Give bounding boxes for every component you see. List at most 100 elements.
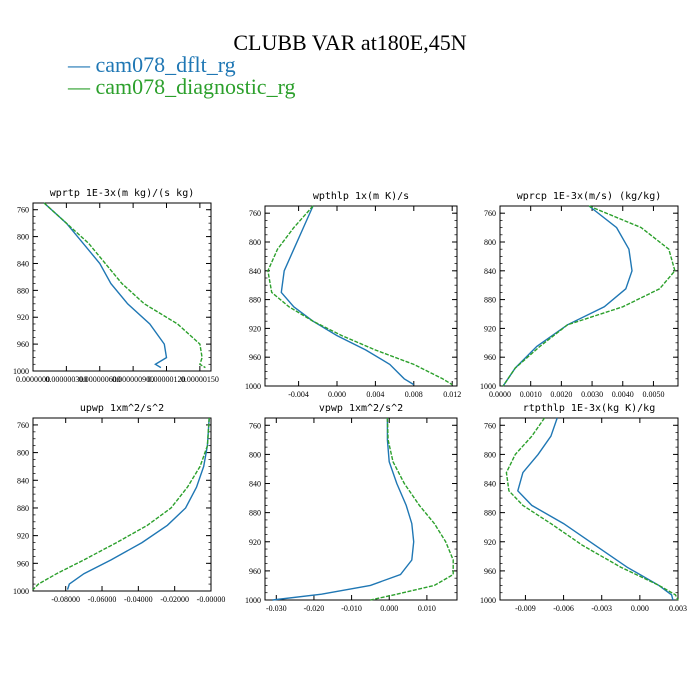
y-tick-label: 840 bbox=[17, 476, 29, 485]
x-tick-label: 0.010 bbox=[418, 604, 436, 613]
x-tick-label: 0.00000150 bbox=[181, 375, 219, 384]
x-tick-label: 0.000 bbox=[328, 390, 346, 399]
y-tick-label: 880 bbox=[249, 296, 261, 305]
series-line-diagnostic bbox=[370, 417, 454, 601]
x-tick-label: -0.020 bbox=[304, 604, 325, 613]
y-tick-label: 1000 bbox=[480, 596, 496, 605]
y-tick-label: 840 bbox=[249, 267, 261, 276]
x-tick-label: 0.0010 bbox=[520, 390, 542, 399]
panel-title: wprcp 1E-3x(m/s) (kg/kg) bbox=[517, 191, 662, 202]
y-tick-label: 880 bbox=[484, 509, 496, 518]
y-tick-label: 880 bbox=[249, 509, 261, 518]
x-tick-label: 0.0050 bbox=[642, 390, 664, 399]
y-tick-label: 800 bbox=[249, 238, 261, 247]
series-line-dflt bbox=[272, 418, 415, 601]
plot-frame bbox=[32, 417, 212, 592]
y-tick-label: 920 bbox=[484, 324, 496, 333]
y-tick-label: 800 bbox=[484, 238, 496, 247]
chart-panel-1: wpthlp 1x(m K)/s 760 800 840 880 920 960 1000 -0… bbox=[245, 191, 461, 399]
y-tick-label: 960 bbox=[249, 567, 261, 576]
y-tick-label: 800 bbox=[17, 233, 29, 242]
legend-item-diagnostic: — cam078_diagnostic_rg bbox=[68, 74, 296, 99]
y-tick-label: 760 bbox=[249, 421, 261, 430]
y-tick-label: 760 bbox=[249, 209, 261, 218]
x-tick-label: 0.000000300 bbox=[45, 375, 87, 384]
y-tick-label: 760 bbox=[484, 209, 496, 218]
y-tick-label: 1000 bbox=[480, 382, 496, 391]
legend-item-dflt: — cam078_dflt_rg bbox=[68, 52, 236, 77]
x-tick-label: 0.00000120 bbox=[148, 375, 186, 384]
x-tick-label: -0.04000 bbox=[124, 595, 153, 604]
chart-panel-4: vpwp 1xm^2/s^2 760 800 840 880 920 960 1000 -0.0… bbox=[245, 403, 458, 613]
panel-title: upwp 1xm^2/s^2 bbox=[80, 403, 164, 414]
y-tick-label: 840 bbox=[484, 267, 496, 276]
x-tick-label: 0.000 bbox=[380, 604, 398, 613]
y-tick-label: 920 bbox=[484, 538, 496, 547]
x-tick-label: -0.030 bbox=[266, 604, 287, 613]
y-tick-label: 840 bbox=[17, 259, 29, 268]
plot-frame bbox=[32, 202, 212, 372]
panel-title: wprtp 1E-3x(m kg)/(s kg) bbox=[50, 188, 195, 199]
plot-frame bbox=[499, 205, 679, 387]
x-tick-label: -0.06000 bbox=[88, 595, 117, 604]
y-tick-label: 840 bbox=[249, 480, 261, 489]
y-tick-label: 840 bbox=[484, 480, 496, 489]
chart-panel-3: upwp 1xm^2/s^2 760 800 840 880 920 960 1000 -0.0… bbox=[13, 403, 225, 604]
plot-frame bbox=[499, 417, 679, 601]
series-line-diagnostic bbox=[43, 202, 206, 369]
x-tick-label: 0.003 bbox=[669, 604, 687, 613]
x-tick-label: 0.012 bbox=[443, 390, 461, 399]
y-tick-label: 960 bbox=[249, 353, 261, 362]
series-line-dflt bbox=[43, 202, 168, 369]
series-line-dflt bbox=[517, 417, 674, 601]
y-tick-label: 1000 bbox=[245, 382, 261, 391]
x-tick-label: 0.0030 bbox=[581, 390, 603, 399]
y-tick-label: 760 bbox=[17, 421, 29, 430]
y-tick-label: 800 bbox=[17, 449, 29, 458]
y-tick-label: 1000 bbox=[245, 596, 261, 605]
y-tick-label: 960 bbox=[17, 559, 29, 568]
figure-title: CLUBB VAR at180E,45N bbox=[233, 30, 467, 55]
y-tick-label: 880 bbox=[17, 286, 29, 295]
y-tick-label: 760 bbox=[484, 421, 496, 430]
x-tick-label: -0.010 bbox=[341, 604, 362, 613]
y-tick-label: 800 bbox=[249, 450, 261, 459]
x-tick-label: -0.08000 bbox=[51, 595, 80, 604]
x-tick-label: -0.00000 bbox=[197, 595, 226, 604]
plot-frame bbox=[264, 417, 458, 601]
panel-title: vpwp 1xm^2/s^2 bbox=[319, 403, 403, 414]
x-tick-label: 0.000000600 bbox=[79, 375, 121, 384]
x-tick-label: 0.0040 bbox=[612, 390, 634, 399]
x-tick-label: -0.02000 bbox=[160, 595, 189, 604]
y-tick-label: 880 bbox=[17, 504, 29, 513]
y-tick-label: 960 bbox=[17, 340, 29, 349]
x-tick-label: 0.000 bbox=[631, 604, 649, 613]
y-tick-label: 800 bbox=[484, 450, 496, 459]
chart-panel-5: rtpthlp 1E-3x(kg K)/kg 760 800 840 880 920 960… bbox=[480, 403, 687, 613]
series-line-diagnostic bbox=[505, 417, 679, 601]
x-tick-label: 0.000000900 bbox=[112, 375, 154, 384]
chart-panel-2: wprcp 1E-3x(m/s) (kg/kg) 760 800 840 880 920 9… bbox=[480, 191, 679, 399]
y-tick-label: 960 bbox=[484, 353, 496, 362]
chart-panel-0: wprtp 1E-3x(m kg)/(s kg) 760 800 840 880 920 9… bbox=[13, 188, 219, 384]
series-line-dflt bbox=[66, 417, 210, 590]
plot-frame bbox=[264, 205, 458, 387]
x-tick-label: -0.003 bbox=[591, 604, 612, 613]
y-tick-label: 1000 bbox=[13, 587, 29, 596]
series-line-diagnostic bbox=[502, 205, 676, 387]
x-tick-label: 0.004 bbox=[366, 390, 384, 399]
x-tick-label: 0.0020 bbox=[550, 390, 572, 399]
series-line-dflt bbox=[502, 205, 633, 387]
panel-title: rtpthlp 1E-3x(kg K)/kg bbox=[523, 403, 655, 414]
y-tick-label: 920 bbox=[17, 313, 29, 322]
y-tick-label: 920 bbox=[249, 324, 261, 333]
x-tick-label: -0.006 bbox=[553, 604, 574, 613]
y-tick-label: 960 bbox=[484, 567, 496, 576]
series-line-diagnostic bbox=[32, 417, 210, 591]
y-tick-label: 760 bbox=[17, 206, 29, 215]
x-tick-label: 0.008 bbox=[405, 390, 423, 399]
y-tick-label: 920 bbox=[17, 532, 29, 541]
y-tick-label: 880 bbox=[484, 296, 496, 305]
series-line-diagnostic bbox=[267, 205, 453, 386]
